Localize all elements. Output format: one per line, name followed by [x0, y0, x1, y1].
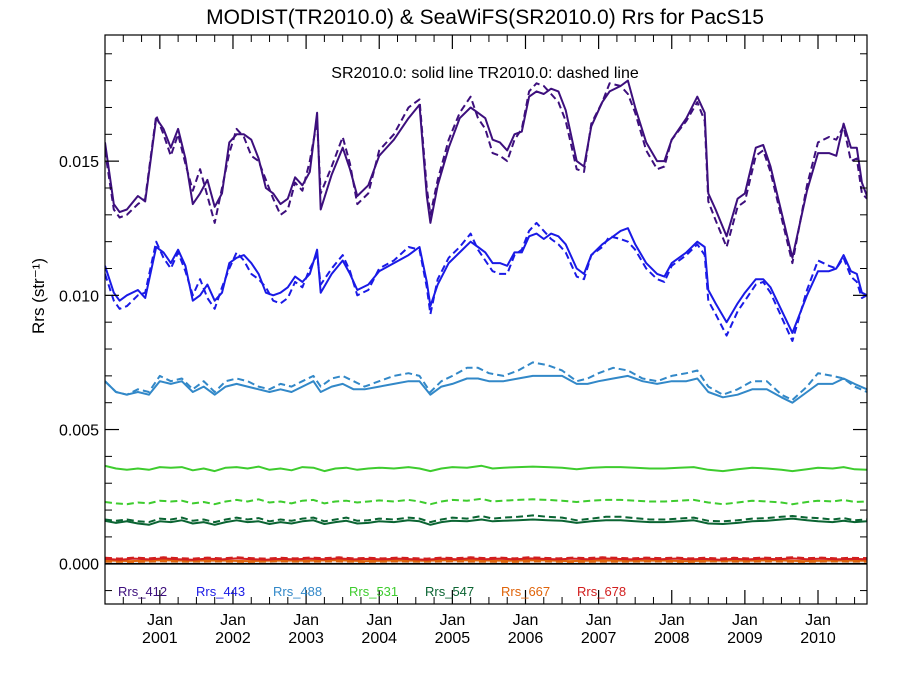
rrs-531-dashed-line — [105, 497, 867, 506]
x-tick-label-year: 2005 — [435, 630, 471, 647]
x-tick-label-year: 2004 — [361, 630, 397, 647]
x-tick-label-year: 2009 — [727, 630, 763, 647]
legend-item-rrs-531: Rrs_531 — [349, 584, 398, 599]
rrs-443-solid-line — [105, 227, 867, 334]
legend-item-rrs-443: Rrs_443 — [196, 584, 245, 599]
x-tick-label-year: 2002 — [215, 630, 251, 647]
rrs-531-solid-line — [105, 464, 867, 473]
x-tick-label-month: Jan — [659, 612, 685, 629]
x-tick-label-month: Jan — [293, 612, 319, 629]
x-tick-label-month: Jan — [366, 612, 392, 629]
x-tick-label-year: 2007 — [581, 630, 617, 647]
x-tick-label-month: Jan — [220, 612, 246, 629]
chart-title: MODIST(TR2010.0) & SeaWiFS(SR2010.0) Rrs… — [206, 6, 764, 29]
legend-item-rrs-678: Rrs_678 — [577, 584, 626, 599]
legend-item-rrs-412: Rrs_412 — [118, 584, 167, 599]
rrs-443-dashed-line — [105, 221, 867, 342]
x-tick-label-year: 2003 — [288, 630, 324, 647]
y-tick-label: 0.015 — [59, 154, 99, 171]
series-layer — [105, 79, 867, 565]
x-tick-label-month: Jan — [586, 612, 612, 629]
line-style-note: SR2010.0: solid line TR2010.0: dashed li… — [331, 65, 639, 82]
legend-item-rrs-667: Rrs_667 — [501, 584, 550, 599]
legend-item-rrs-547: Rrs_547 — [425, 584, 474, 599]
y-axis-title: Rrs (str⁻¹) — [29, 258, 48, 334]
x-tick-label-month: Jan — [439, 612, 465, 629]
rrs-678-dashed-line — [105, 556, 867, 560]
rrs-488-dashed-line — [105, 361, 867, 401]
plot-frame — [104, 34, 868, 605]
legend-item-rrs-488: Rrs_488 — [273, 584, 322, 599]
y-tick-label: 0.000 — [59, 557, 99, 574]
rrs-412-solid-line — [105, 79, 867, 259]
y-tick-label: 0.005 — [59, 423, 99, 440]
x-tick-label-year: 2008 — [654, 630, 690, 647]
rrs-547-solid-line — [105, 517, 867, 526]
rrs-678-solid-line — [105, 557, 867, 561]
x-tick-label-month: Jan — [147, 612, 173, 629]
rrs-412-dashed-line — [105, 82, 867, 265]
rrs-667-dashed-line — [105, 560, 867, 563]
ticks-layer: 0.0000.0050.0100.015Jan2001Jan2002Jan200… — [59, 35, 867, 647]
x-tick-label-month: Jan — [732, 612, 758, 629]
x-tick-label-year: 2001 — [142, 630, 178, 647]
y-tick-label: 0.010 — [59, 288, 99, 305]
x-tick-label-year: 2006 — [508, 630, 544, 647]
legend: Rrs_412 Rrs_443 Rrs_488 Rrs_531 Rrs_547 Rrs_6… — [118, 584, 626, 599]
rrs-547-dashed-line — [105, 514, 867, 524]
rrs-488-solid-line — [105, 374, 867, 404]
x-tick-label-month: Jan — [805, 612, 831, 629]
x-tick-label-year: 2010 — [800, 630, 836, 647]
x-tick-label-month: Jan — [513, 612, 539, 629]
